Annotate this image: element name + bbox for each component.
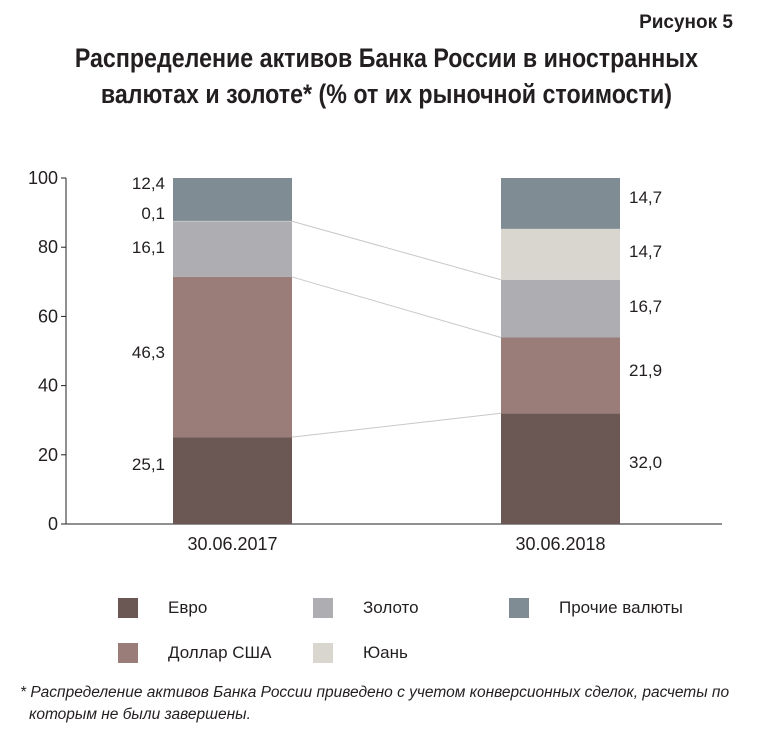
data-label: 25,1 (132, 455, 165, 474)
bar-segment (501, 279, 620, 338)
data-label: 32,0 (629, 453, 662, 472)
bar-segment (501, 413, 620, 524)
bar-segment (173, 221, 292, 277)
y-tick-label: 80 (38, 237, 58, 257)
y-tick-label: 20 (38, 445, 58, 465)
footnote-line-1: * Распределение активов Банка России при… (20, 684, 730, 701)
data-label: 46,3 (132, 343, 165, 362)
figure-label: Рисунок 5 (639, 12, 733, 33)
x-tick-label: 30.06.2017 (187, 534, 277, 554)
connector-line (291, 220, 502, 281)
chart-title-line-2: валютах и золоте* (% от их рыночной стои… (100, 79, 672, 109)
y-tick-label: 0 (48, 514, 58, 534)
bar-segment (173, 276, 292, 438)
data-label: 14,7 (629, 188, 662, 207)
data-label: 12,4 (132, 174, 165, 193)
x-tick-label: 30.06.2018 (515, 534, 605, 554)
data-label: 21,9 (629, 361, 662, 380)
y-tick-label: 40 (38, 376, 58, 396)
y-tick-label: 60 (38, 306, 58, 326)
data-label: 16,1 (132, 238, 165, 257)
bar-segment (501, 337, 620, 414)
data-label: 14,7 (629, 242, 662, 261)
footnote: * Распределение активов Банка России при… (20, 682, 760, 726)
bar-segment (501, 228, 620, 280)
data-label: 0,1 (141, 204, 165, 223)
chart-title-line-1: Распределение активов Банка России в ино… (74, 43, 699, 73)
chart-title: Распределение активов Банка России в ино… (54, 40, 719, 112)
footnote-line-2: которым не были завершены. (29, 706, 251, 723)
y-tick-label: 100 (28, 168, 58, 188)
bar-segment (501, 178, 620, 229)
data-label: 16,7 (629, 297, 662, 316)
connector-line (291, 412, 502, 438)
connector-line (291, 276, 502, 338)
bar-segment (173, 178, 292, 221)
bar-segment (173, 437, 292, 524)
